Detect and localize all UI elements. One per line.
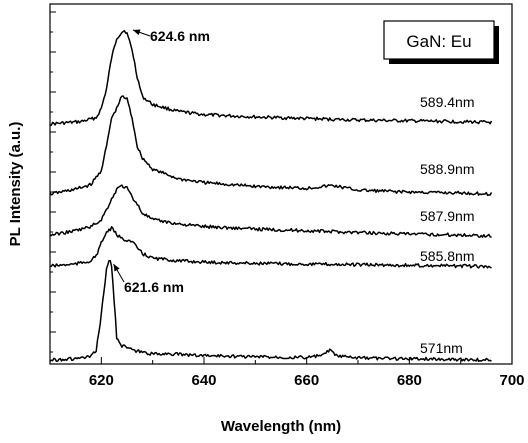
x-axis-title: Wavelength (nm) — [221, 418, 341, 435]
plot-frame — [49, 3, 513, 365]
series-label: 585.8nm — [420, 248, 474, 264]
series-label: 587.9nm — [420, 208, 474, 224]
x-tick-label: 700 — [499, 372, 524, 389]
spectrum-line-2 — [49, 95, 493, 197]
series-label: 589.4nm — [420, 94, 474, 110]
peak-label: 624.6 nm — [150, 28, 210, 44]
peak-annotations: 624.6 nm 621.6 nm — [113, 28, 210, 295]
legend-box: GaN: Eu — [383, 20, 499, 64]
peak-label: 621.6 nm — [124, 279, 184, 295]
x-axis-ticks: 620 640 660 680 700 — [49, 357, 525, 389]
series-label: 571nm — [420, 340, 463, 356]
series-group — [49, 29, 493, 363]
y-axis-title: PL Intensity (a.u.) — [7, 122, 24, 247]
x-tick-label: 620 — [89, 372, 114, 389]
x-tick-label: 660 — [294, 372, 319, 389]
spectrum-line-5 — [49, 259, 492, 363]
y-axis-ticks — [50, 11, 56, 353]
series-labels: 589.4nm 588.9nm 587.9nm 585.8nm 571nm — [420, 94, 474, 356]
peak-arrow-head — [113, 264, 120, 272]
spectrum-line-4 — [49, 226, 492, 269]
legend-text: GaN: Eu — [406, 32, 471, 51]
legend-frame — [383, 20, 495, 60]
spectrum-line-1 — [50, 29, 493, 126]
x-tick-label: 640 — [191, 372, 216, 389]
series-label: 588.9nm — [420, 161, 474, 177]
spectrum-line-3 — [49, 184, 492, 238]
x-tick-label: 680 — [397, 372, 422, 389]
peak-arrow-head — [132, 29, 141, 36]
